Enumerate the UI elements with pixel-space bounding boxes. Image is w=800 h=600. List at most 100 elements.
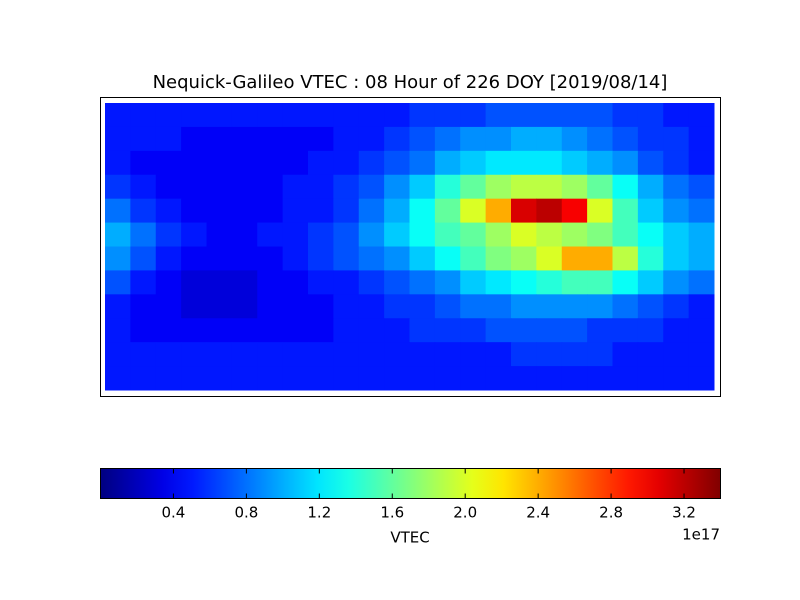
heatmap-cell — [460, 126, 487, 152]
heatmap-cell — [663, 246, 690, 271]
heatmap-cell — [561, 222, 588, 247]
heatmap-cell — [105, 366, 131, 391]
heatmap-cell — [333, 318, 360, 343]
heatmap-cell — [637, 222, 664, 247]
heatmap-cell — [358, 103, 385, 128]
colorbar-offset: 1e17 — [682, 526, 720, 544]
heatmap-cell — [587, 366, 613, 391]
heatmap-cell — [105, 174, 131, 200]
heatmap-cell — [536, 318, 563, 343]
heatmap-cell — [333, 270, 360, 295]
heatmap-cell — [130, 198, 157, 224]
heatmap-cell — [485, 366, 512, 391]
heatmap-cell — [181, 222, 207, 247]
colorbar-tick-label: 0.4 — [162, 504, 186, 522]
colorbar-tick-label: 2.0 — [453, 504, 477, 522]
heatmap-cell — [485, 126, 512, 152]
heatmap-cell — [308, 270, 334, 295]
heatmap-cell — [511, 198, 537, 224]
heatmap-cell — [536, 150, 563, 176]
heatmap-cell — [434, 222, 461, 247]
heatmap-cell — [282, 174, 309, 200]
heatmap-cell — [308, 366, 334, 391]
heatmap-cell — [130, 318, 157, 343]
colorbar-tick-label: 3.2 — [672, 504, 696, 522]
heatmap-cell — [206, 342, 233, 367]
heatmap-cell — [155, 150, 182, 176]
heatmap-cell — [434, 150, 461, 176]
heatmap-cell — [536, 270, 563, 295]
heatmap-cell — [257, 198, 284, 224]
heatmap-cell — [333, 174, 360, 200]
heatmap-cell — [688, 342, 715, 367]
heatmap-cell — [181, 174, 207, 200]
heatmap-cell — [231, 103, 258, 128]
heatmap-cell — [105, 318, 131, 343]
heatmap-cell — [181, 126, 207, 152]
heatmap-cell — [308, 174, 334, 200]
heatmap-cell — [485, 150, 512, 176]
heatmap-cell — [181, 150, 207, 176]
colorbar-tick-label: 1.2 — [307, 504, 331, 522]
heatmap-cell — [663, 366, 690, 391]
heatmap-cell — [308, 103, 334, 128]
heatmap-cell — [587, 318, 613, 343]
heatmap-cell — [460, 294, 487, 319]
heatmap-cell — [282, 222, 309, 247]
heatmap-cell — [587, 342, 613, 367]
heatmap-cell — [536, 342, 563, 367]
heatmap-cell — [587, 126, 613, 152]
heatmap-cell — [485, 342, 512, 367]
heatmap-cell — [282, 150, 309, 176]
heatmap-cell — [663, 174, 690, 200]
heatmap-cell — [485, 294, 512, 319]
heatmap-cell — [612, 126, 639, 152]
heatmap-cell — [105, 198, 131, 224]
heatmap-cell — [206, 318, 233, 343]
heatmap-cell — [511, 318, 537, 343]
heatmap-cell — [231, 222, 258, 247]
heatmap-cell — [511, 150, 537, 176]
heatmap-cell — [409, 198, 436, 224]
heatmap-cell — [282, 246, 309, 271]
heatmap-cell — [231, 174, 258, 200]
heatmap-cell — [155, 174, 182, 200]
heatmap-cell — [485, 270, 512, 295]
heatmap-cell — [561, 246, 588, 271]
heatmap-cell — [130, 270, 157, 295]
heatmap-cell — [409, 150, 436, 176]
heatmap-cell — [206, 294, 233, 319]
heatmap-cell — [409, 342, 436, 367]
heatmap-cell — [434, 103, 461, 128]
heatmap-cell — [358, 318, 385, 343]
heatmap-cell — [688, 318, 715, 343]
heatmap-cell — [282, 198, 309, 224]
heatmap-cell — [384, 366, 410, 391]
heatmap-cell — [308, 222, 334, 247]
heatmap-cell — [181, 318, 207, 343]
heatmap-cell — [231, 342, 258, 367]
heatmap-cell — [155, 246, 182, 271]
heatmap-cell — [105, 126, 131, 152]
heatmap-cell — [688, 366, 715, 391]
heatmap-cell — [308, 294, 334, 319]
heatmap-cell — [587, 103, 613, 128]
heatmap-cell — [663, 342, 690, 367]
heatmap-cell — [358, 366, 385, 391]
heatmap-cell — [587, 198, 613, 224]
heatmap-cell — [384, 318, 410, 343]
heatmap-cell — [663, 198, 690, 224]
heatmap-cell — [434, 342, 461, 367]
heatmap-cell — [358, 270, 385, 295]
heatmap-cell — [663, 318, 690, 343]
heatmap-cell — [561, 342, 588, 367]
heatmap-cell — [409, 318, 436, 343]
heatmap-cell — [231, 270, 258, 295]
heatmap-cell — [384, 294, 410, 319]
heatmap-cell — [105, 342, 131, 367]
heatmap-cell — [282, 294, 309, 319]
heatmap-cell — [231, 246, 258, 271]
heatmap-cell — [587, 246, 613, 271]
heatmap-cell — [637, 342, 664, 367]
